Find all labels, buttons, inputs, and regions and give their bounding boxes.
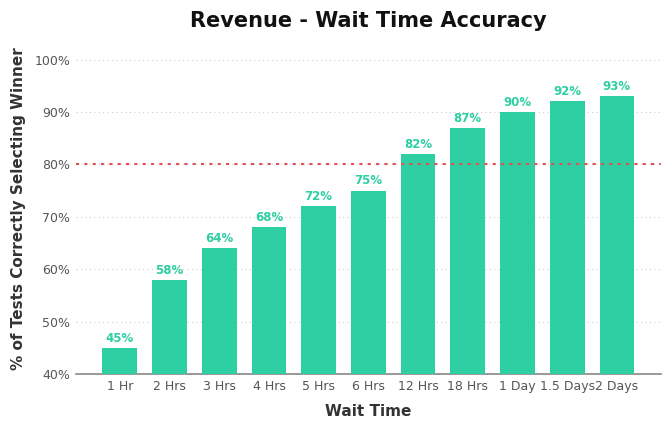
Text: 92%: 92% [553,85,581,98]
Text: 45%: 45% [106,332,134,345]
Bar [351,190,386,430]
Bar [500,112,535,430]
Bar [450,128,485,430]
Y-axis label: % of Tests Correctly Selecting Winner: % of Tests Correctly Selecting Winner [11,48,26,370]
Text: 64%: 64% [205,232,233,245]
Bar [351,190,386,430]
Title: Revenue - Wait Time Accuracy: Revenue - Wait Time Accuracy [190,11,547,31]
Text: 68%: 68% [255,211,283,224]
Bar [202,249,237,430]
Bar [301,206,336,430]
Text: 72%: 72% [304,190,333,203]
Bar [152,280,187,430]
Bar [550,101,585,430]
Bar [102,348,137,430]
Bar [301,206,336,430]
Text: 82%: 82% [404,138,432,151]
Bar [202,249,237,430]
Text: 93%: 93% [603,80,631,93]
X-axis label: Wait Time: Wait Time [325,404,411,419]
Text: 90%: 90% [503,96,532,109]
Text: 87%: 87% [454,111,482,125]
Bar [450,128,485,430]
Text: 58%: 58% [155,264,183,276]
Bar [599,96,634,430]
Bar [500,112,535,430]
Bar [550,101,585,430]
Bar [102,348,137,430]
Bar [251,227,286,430]
Bar [152,280,187,430]
Bar [401,154,435,430]
Bar [599,96,634,430]
Bar [401,154,435,430]
Bar [251,227,286,430]
Text: 75%: 75% [354,175,382,187]
